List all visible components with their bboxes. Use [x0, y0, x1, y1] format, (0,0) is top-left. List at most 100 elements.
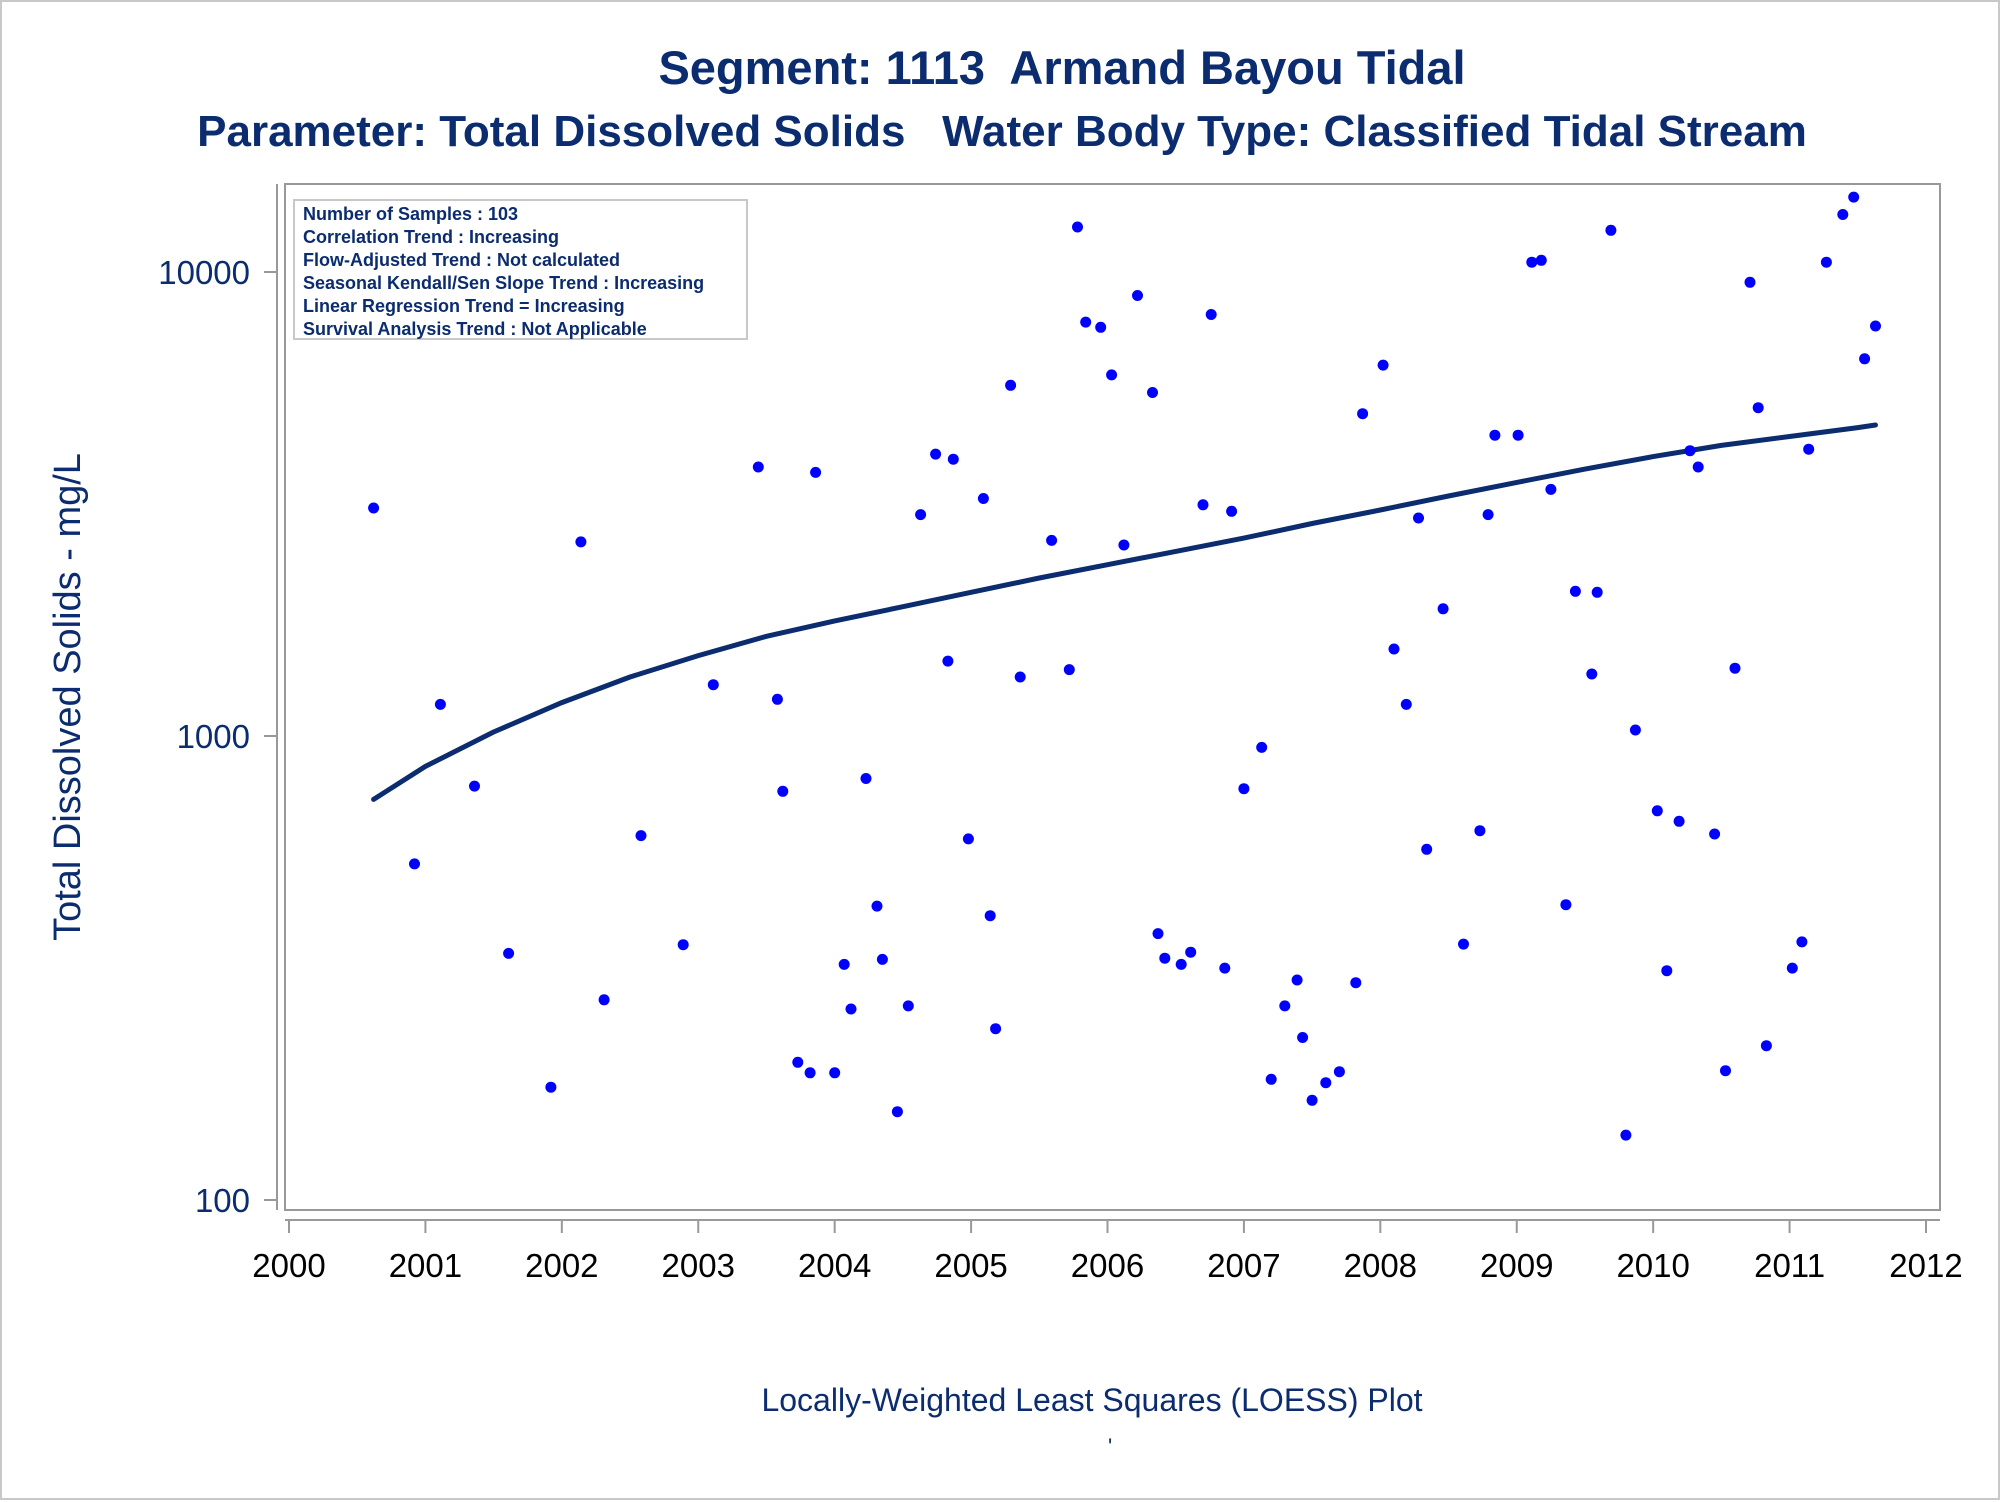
data-point	[942, 655, 954, 667]
data-point	[434, 698, 446, 710]
data-point	[1095, 321, 1107, 333]
data-point	[1159, 952, 1171, 964]
data-point	[1709, 828, 1721, 840]
data-point	[1147, 387, 1158, 398]
y-axis-label: Total Dissolved Solids - mg/L	[47, 453, 89, 941]
stats-line: Flow-Adjusted Trend : Not calculated	[303, 250, 621, 270]
data-point	[368, 502, 380, 514]
footnote-mark: '	[1108, 1434, 1113, 1459]
x-tick-label: 2012	[1889, 1247, 1962, 1284]
data-point	[1400, 698, 1412, 710]
data-point	[1586, 668, 1598, 680]
data-point	[1205, 309, 1217, 320]
x-tick-label: 2011	[1754, 1247, 1825, 1284]
data-point	[1265, 1073, 1277, 1085]
data-point	[977, 493, 989, 504]
x-tick-label: 2006	[1071, 1247, 1144, 1284]
data-point	[1684, 445, 1696, 457]
data-point	[915, 509, 927, 521]
data-point	[1437, 603, 1449, 615]
x-axis-ticks: 2000 2001 2002 2003 2004 2005 2006 2007 2008 2009…	[252, 1220, 1963, 1284]
data-point	[1569, 585, 1581, 597]
stats-line: Linear Regression Trend = Increasing	[303, 296, 625, 316]
data-point	[962, 833, 974, 845]
stats-line: Seasonal Kendall/Sen Slope Trend : Incre…	[303, 273, 705, 293]
data-point	[1279, 1000, 1291, 1012]
data-point	[1651, 805, 1663, 817]
data-point	[1256, 741, 1268, 753]
y-tick-label: 10000	[158, 254, 250, 291]
x-tick-label: 2002	[525, 1247, 598, 1284]
data-point	[845, 1003, 857, 1015]
data-point	[598, 994, 610, 1006]
data-point	[1661, 965, 1673, 977]
x-tick-label: 2009	[1480, 1247, 1553, 1284]
data-point	[947, 453, 959, 465]
data-point	[1591, 586, 1603, 598]
loess-line	[371, 422, 1878, 802]
data-point	[1629, 724, 1641, 736]
y-tick-label: 100	[195, 1182, 250, 1219]
data-point	[1320, 1077, 1332, 1089]
data-point	[1870, 320, 1881, 332]
data-point	[771, 693, 783, 705]
data-point	[1219, 962, 1231, 974]
data-point	[891, 1106, 903, 1118]
data-point	[1388, 643, 1400, 655]
data-point	[1673, 815, 1685, 827]
data-point	[1803, 443, 1815, 455]
data-point	[1458, 938, 1469, 950]
data-point	[752, 461, 764, 473]
data-point	[860, 773, 872, 784]
data-point	[1786, 962, 1798, 974]
data-point	[1014, 671, 1026, 683]
data-point	[1306, 1094, 1318, 1106]
data-point	[1421, 843, 1433, 855]
data-point	[1357, 408, 1369, 420]
data-point	[990, 1023, 1002, 1035]
data-point	[1152, 928, 1164, 940]
chart-title: Segment: 1113 Armand Bayou Tidal	[658, 41, 1466, 94]
data-point	[804, 1067, 816, 1079]
data-point	[707, 679, 719, 691]
scatter-series	[368, 191, 1881, 1141]
data-point	[1729, 662, 1741, 674]
data-point	[1837, 209, 1849, 220]
data-point	[575, 536, 587, 548]
stats-line: Number of Samples : 103	[303, 204, 519, 224]
data-point	[930, 448, 942, 460]
stats-line: Survival Analysis Trend : Not Applicable	[303, 319, 647, 339]
data-point	[677, 939, 689, 951]
data-point	[876, 953, 888, 965]
data-point	[503, 947, 515, 959]
data-point	[1377, 359, 1389, 371]
data-point	[1605, 224, 1617, 236]
x-tick-label: 2010	[1616, 1247, 1689, 1284]
data-point	[1005, 379, 1017, 391]
data-point	[1132, 290, 1143, 301]
data-point	[1744, 276, 1756, 288]
data-point	[1720, 1065, 1731, 1077]
data-point	[1859, 353, 1871, 365]
data-point	[1175, 958, 1187, 970]
x-tick-label: 2007	[1207, 1247, 1280, 1284]
trend-stats-box: Number of Samples : 103 Correlation Tren…	[293, 199, 748, 340]
x-tick-label: 2001	[389, 1247, 462, 1284]
loess-series	[371, 422, 1878, 802]
y-axis-ticks: 100 1000 10000	[158, 254, 277, 1219]
data-point	[792, 1056, 804, 1068]
data-point	[1197, 499, 1209, 511]
data-point	[871, 900, 883, 912]
x-tick-label: 2004	[798, 1247, 871, 1284]
data-point	[1620, 1129, 1632, 1141]
data-point	[1474, 825, 1486, 837]
data-point	[1692, 461, 1704, 473]
data-point	[1333, 1066, 1345, 1078]
data-point	[635, 830, 647, 842]
data-point	[1820, 256, 1832, 268]
y-tick-label: 1000	[177, 718, 250, 755]
data-point	[469, 780, 480, 792]
data-point	[1512, 429, 1524, 441]
data-point	[1238, 783, 1250, 795]
